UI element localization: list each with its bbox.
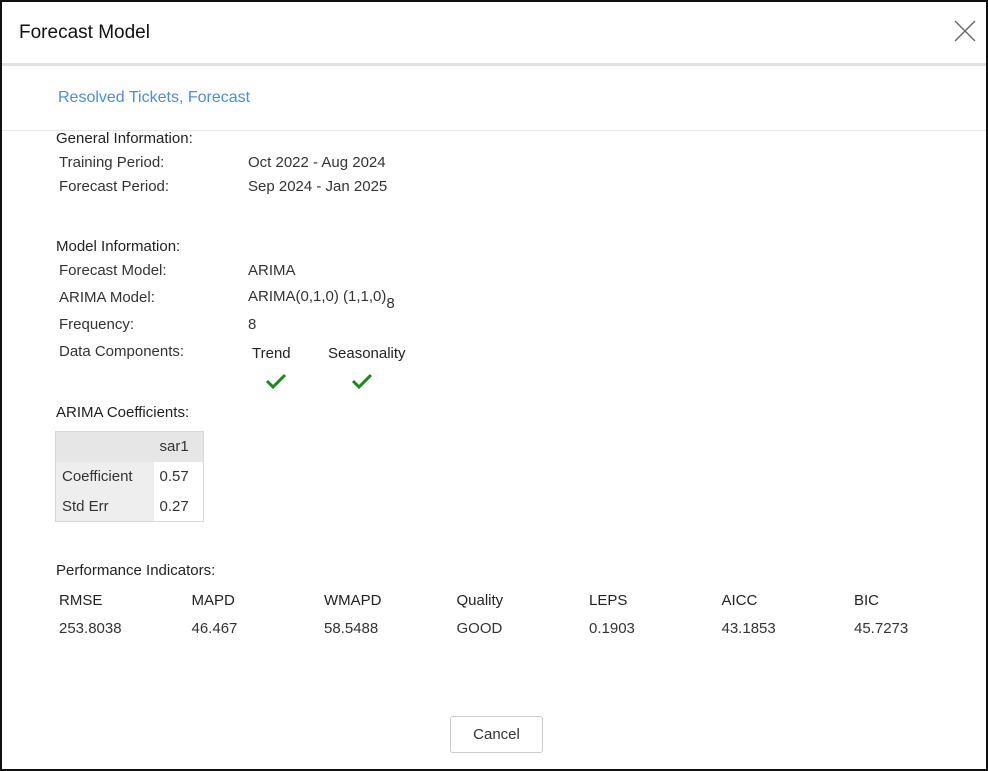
metric-value: 0.1903 (589, 620, 635, 637)
row-label: Std Err (55, 491, 154, 522)
component-trend: Trend (252, 345, 291, 362)
dialog-title: Forecast Model (19, 22, 150, 43)
metric-label: Quality (456, 592, 504, 609)
cancel-button[interactable]: Cancel (450, 716, 543, 753)
metric-value: GOOD (456, 620, 503, 637)
metric-label: AICC (721, 592, 758, 609)
forecast-model-value: ARIMA (248, 262, 296, 279)
metric-value: 45.7273 (854, 620, 909, 637)
metric-value: 46.467 (191, 620, 238, 637)
header-empty (55, 431, 154, 462)
model-heading: Model Information: (56, 238, 181, 255)
close-icon[interactable] (954, 20, 976, 42)
general-heading: General Information: (56, 130, 193, 147)
forecast-period-value: Sep 2024 - Jan 2025 (248, 178, 388, 195)
component-seasonality: Seasonality (328, 345, 406, 362)
training-period-value: Oct 2022 - Aug 2024 (248, 154, 386, 171)
data-components-label: Data Components: (59, 343, 185, 360)
forecast-period-label: Forecast Period: (59, 178, 170, 195)
check-icon (265, 373, 287, 389)
coefficients-heading: ARIMA Coefficients: (56, 404, 190, 421)
row-value: 0.27 (159, 497, 189, 515)
arima-order: ARIMA(0,1,0) (1,1,0) (248, 288, 387, 305)
arima-model-value: ARIMA(0,1,0) (1,1,0)8 (248, 288, 395, 312)
table-row: Std Err 0.27 (55, 491, 204, 522)
training-period-label: Training Period: (59, 154, 165, 171)
arima-period: 8 (386, 295, 395, 312)
metric-label: MAPD (191, 592, 235, 609)
dialog-subtitle: Resolved Tickets, Forecast (58, 89, 251, 106)
arima-model-label: ARIMA Model: (59, 289, 155, 306)
frequency-label: Frequency: (59, 316, 135, 333)
check-icon (351, 373, 373, 389)
metric-label: WMAPD (324, 592, 382, 609)
metric-value: 43.1853 (721, 620, 776, 637)
frequency-value: 8 (248, 316, 257, 333)
metric-value: 58.5488 (324, 620, 379, 637)
row-label: Coefficient (55, 461, 154, 492)
dialog-header: Forecast Model (2, 2, 986, 66)
divider (2, 130, 986, 131)
metric-label: LEPS (589, 592, 628, 609)
metric-label: BIC (854, 592, 880, 609)
metric-label: RMSE (59, 592, 103, 609)
row-value: 0.57 (159, 468, 189, 485)
metric-value: 253.8038 (59, 620, 122, 637)
forecast-model-label: Forecast Model: (59, 262, 167, 279)
performance-heading: Performance Indicators: (56, 562, 216, 579)
column-header: sar1 (153, 431, 204, 462)
table-row: Coefficient 0.57 (55, 461, 204, 492)
table-header-row: sar1 (55, 431, 204, 462)
coefficients-table: sar1 Coefficient 0.57 Std Err 0.27 (55, 431, 204, 522)
